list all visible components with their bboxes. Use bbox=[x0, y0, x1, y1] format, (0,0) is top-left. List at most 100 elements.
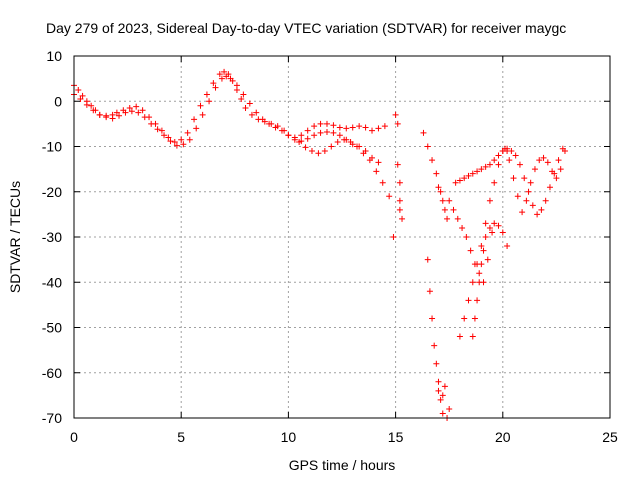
data-point bbox=[186, 136, 193, 143]
data-point bbox=[495, 222, 502, 229]
data-point bbox=[354, 143, 361, 150]
data-point bbox=[450, 206, 457, 213]
series-track-j bbox=[446, 197, 496, 286]
data-point bbox=[504, 243, 511, 250]
data-point bbox=[514, 193, 521, 200]
data-point bbox=[165, 134, 172, 141]
data-point bbox=[519, 209, 526, 216]
data-point bbox=[433, 170, 440, 177]
data-point bbox=[471, 261, 478, 268]
data-point bbox=[529, 202, 536, 209]
data-point bbox=[444, 215, 451, 222]
data-point bbox=[83, 101, 90, 108]
data-point bbox=[561, 148, 568, 155]
data-point bbox=[555, 157, 562, 164]
data-point bbox=[272, 124, 279, 131]
data-point bbox=[116, 112, 123, 119]
data-point bbox=[439, 197, 446, 204]
data-point bbox=[510, 175, 517, 182]
data-point bbox=[308, 148, 315, 155]
data-point bbox=[480, 247, 487, 254]
data-point bbox=[437, 188, 444, 195]
x-tick-label: 5 bbox=[177, 429, 185, 445]
data-point bbox=[154, 126, 161, 133]
x-tick-label: 15 bbox=[388, 429, 404, 445]
data-point bbox=[323, 120, 330, 127]
data-point bbox=[531, 166, 538, 173]
data-point bbox=[148, 120, 155, 127]
data-point bbox=[469, 333, 476, 340]
data-point bbox=[77, 95, 84, 102]
data-point bbox=[553, 175, 560, 182]
data-point bbox=[221, 68, 228, 75]
data-point bbox=[128, 108, 135, 115]
data-point bbox=[311, 132, 318, 139]
data-point bbox=[435, 387, 442, 394]
data-point bbox=[441, 383, 448, 390]
data-point bbox=[323, 129, 330, 136]
data-point bbox=[212, 84, 219, 91]
data-point bbox=[465, 172, 472, 179]
data-point bbox=[216, 71, 223, 78]
data-point bbox=[527, 179, 534, 186]
data-point bbox=[486, 224, 493, 231]
series-track-b bbox=[71, 73, 382, 166]
data-point bbox=[347, 138, 354, 145]
data-point bbox=[489, 229, 496, 236]
data-point bbox=[486, 161, 493, 168]
data-point bbox=[456, 177, 463, 184]
data-point bbox=[113, 109, 120, 116]
data-point bbox=[199, 111, 206, 118]
data-point bbox=[259, 116, 266, 123]
data-point bbox=[291, 136, 298, 143]
data-point bbox=[328, 143, 335, 150]
data-point bbox=[484, 256, 491, 263]
data-point bbox=[206, 98, 213, 105]
data-point bbox=[424, 143, 431, 150]
data-point bbox=[360, 150, 367, 157]
data-point bbox=[139, 107, 146, 114]
data-point bbox=[133, 103, 140, 110]
data-point bbox=[426, 288, 433, 295]
data-point bbox=[495, 161, 502, 168]
data-point bbox=[266, 120, 273, 127]
data-point bbox=[336, 124, 343, 131]
data-point bbox=[390, 234, 397, 240]
data-point bbox=[534, 211, 541, 218]
data-point bbox=[439, 410, 446, 417]
data-point bbox=[227, 75, 234, 82]
data-point bbox=[521, 175, 528, 182]
data-point bbox=[525, 188, 532, 195]
data-point bbox=[233, 82, 240, 89]
chart-title: Day 279 of 2023, Sidereal Day-to-day VTE… bbox=[46, 20, 566, 36]
data-point bbox=[478, 166, 485, 173]
y-tick-label: -50 bbox=[42, 320, 62, 336]
data-point bbox=[171, 138, 178, 145]
data-point bbox=[546, 184, 553, 191]
data-point bbox=[557, 166, 564, 173]
data-point bbox=[302, 144, 309, 151]
data-point bbox=[369, 127, 376, 134]
data-point bbox=[429, 157, 436, 164]
data-point bbox=[96, 111, 103, 118]
data-point bbox=[109, 115, 116, 122]
data-point bbox=[79, 92, 86, 99]
grid-lines bbox=[74, 56, 610, 418]
data-point bbox=[304, 127, 311, 134]
data-point bbox=[191, 116, 198, 123]
series-track-e bbox=[420, 129, 453, 412]
x-tick-label: 20 bbox=[495, 429, 511, 445]
data-point bbox=[315, 150, 322, 157]
x-axis-label: GPS time / hours bbox=[289, 457, 396, 473]
data-point bbox=[523, 197, 530, 204]
data-point bbox=[463, 234, 470, 240]
data-point bbox=[240, 91, 247, 98]
y-tick-label: -30 bbox=[42, 229, 62, 245]
data-point bbox=[486, 197, 493, 204]
series-track-c bbox=[296, 136, 393, 200]
data-point bbox=[491, 220, 498, 227]
data-point bbox=[454, 215, 461, 222]
data-point bbox=[126, 105, 133, 112]
y-tick-label: 0 bbox=[54, 93, 62, 109]
axis-ticks: 0 5 10 15 20 25 10 0 -10 -20 -30 -40 -50 -60 -70 bbox=[42, 48, 618, 445]
